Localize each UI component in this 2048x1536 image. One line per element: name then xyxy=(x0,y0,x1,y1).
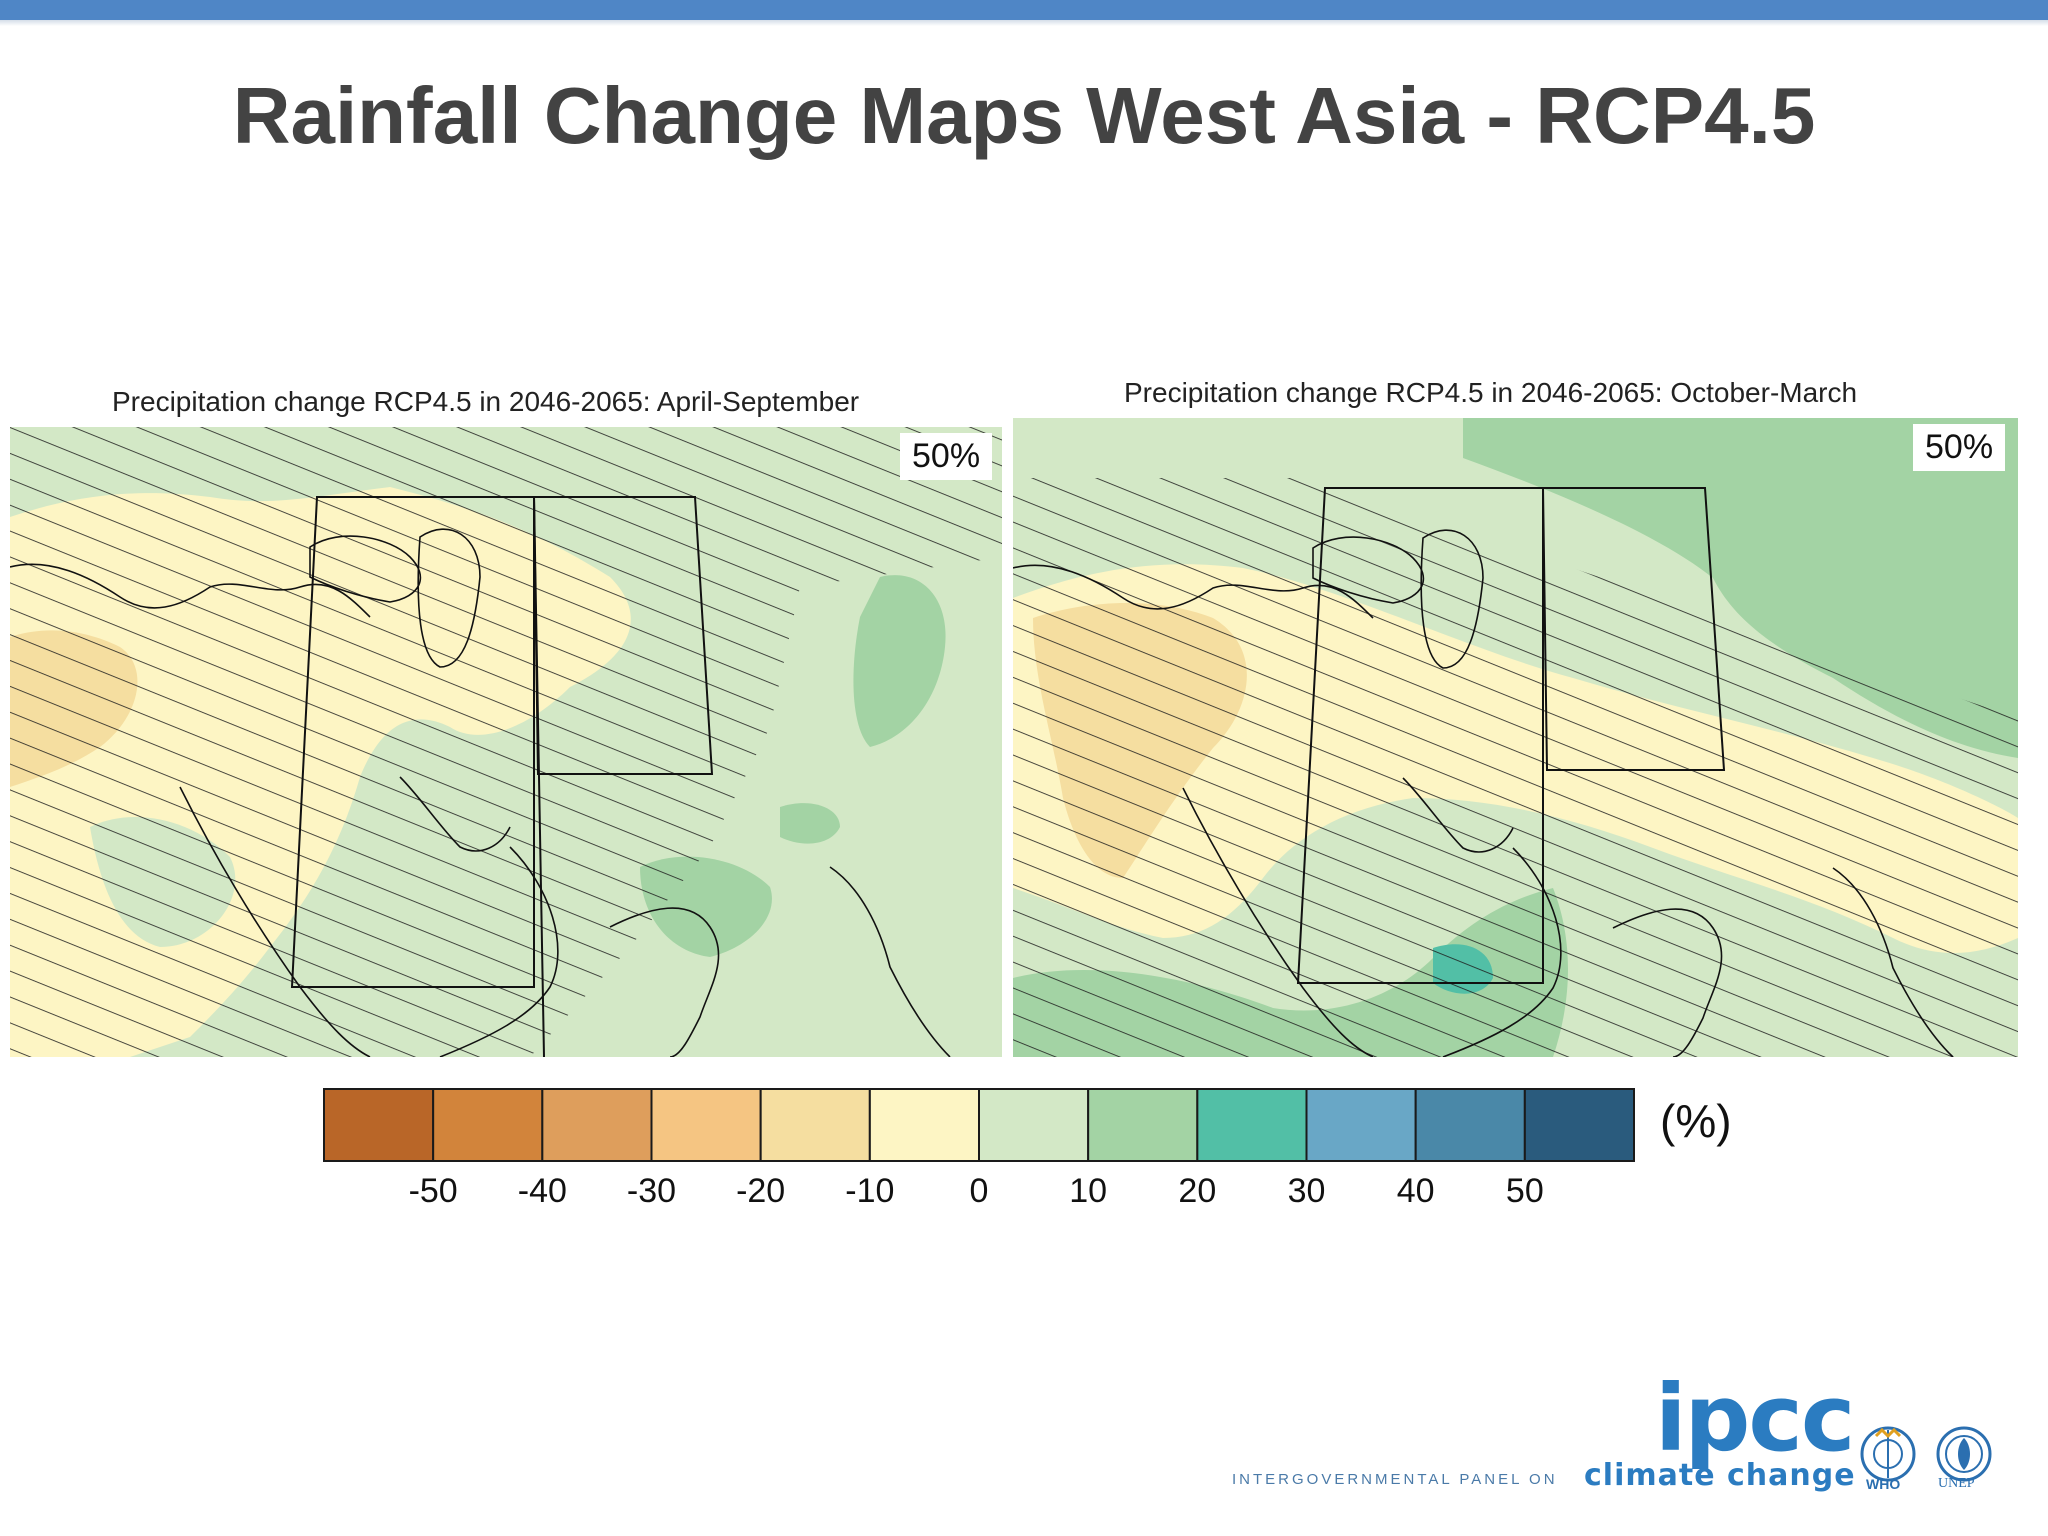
colorbar-swatch xyxy=(1305,1088,1417,1162)
coastline-arabian-sea xyxy=(439,846,559,1057)
map-title-april-september: Precipitation change RCP4.5 in 2046-2065… xyxy=(112,386,860,417)
coastline-india-west xyxy=(609,907,720,1057)
map-region-increase-small xyxy=(780,803,840,844)
region-box-west-asia xyxy=(290,496,535,988)
coastline-persian-gulf xyxy=(1402,777,1514,853)
colorbar-tick-label: -30 xyxy=(626,1172,677,1210)
coastline-india-east xyxy=(1832,867,1954,1057)
colorbar-swatch xyxy=(1087,1088,1199,1162)
region-box-central-asia xyxy=(1541,487,1726,771)
coastline-india-east xyxy=(829,866,951,1057)
colorbar-tick-label: -40 xyxy=(517,1172,567,1210)
unep-label: UNEP xyxy=(1938,1476,1975,1491)
top-accent-shadow xyxy=(0,20,2048,26)
colorbar-tick-label: 40 xyxy=(1396,1172,1435,1210)
ipcc-tagline-left: INTERGOVERNMENTAL PANEL ON xyxy=(1232,1471,1558,1488)
colorbar-swatch xyxy=(1196,1088,1308,1162)
percentile-badge: 50% xyxy=(900,433,993,480)
colorbar-swatch xyxy=(978,1088,1090,1162)
ipcc-tagline-right: climate change xyxy=(1584,1458,1856,1493)
coastline-india-west xyxy=(1612,908,1723,1057)
colorbar-swatch xyxy=(432,1088,544,1162)
colorbar-unit: (%) xyxy=(1660,1095,1732,1147)
colorbar-tick-label: 10 xyxy=(1069,1172,1108,1210)
region-box-central-asia xyxy=(532,496,714,775)
top-accent-bar xyxy=(0,0,2048,20)
coastline-caspian-sea xyxy=(417,528,481,668)
colorbar-tick-label: 30 xyxy=(1287,1172,1326,1210)
map-april-september: 50% xyxy=(10,427,1002,1057)
colorbar-swatch xyxy=(541,1088,653,1162)
map-title-october-march: Precipitation change RCP4.5 in 2046-2065… xyxy=(1124,377,1858,408)
ipcc-logo: ipcc xyxy=(1655,1365,1855,1472)
colorbar-tick-label: 20 xyxy=(1178,1172,1217,1210)
colorbar-tick-label: 50 xyxy=(1505,1172,1544,1210)
who-label: WHO xyxy=(1866,1476,1901,1492)
colorbar-swatch xyxy=(1523,1088,1636,1162)
who-emblem-icon xyxy=(1860,1426,1916,1482)
map-october-march: 50% xyxy=(1013,418,2018,1057)
colorbar-swatch xyxy=(759,1088,871,1162)
colorbar-swatch xyxy=(650,1088,762,1162)
region-box-west-asia xyxy=(1296,487,1544,984)
colorbar-tick-label: -10 xyxy=(845,1172,895,1210)
coastline-mediterranean xyxy=(10,563,371,618)
colorbar-tick-label: -20 xyxy=(736,1172,786,1210)
coastline-red-sea xyxy=(1182,787,1374,1057)
colorbar-tick-label: 0 xyxy=(969,1172,989,1210)
colorbar-tick-label: -50 xyxy=(408,1172,458,1210)
coastline-caspian-sea xyxy=(1420,529,1484,669)
slide-title: Rainfall Change Maps West Asia - RCP4.5 xyxy=(232,71,1816,160)
coastline-red-sea xyxy=(179,786,371,1057)
coastline-persian-gulf xyxy=(399,776,511,852)
map-region-increase-north-east xyxy=(853,575,946,747)
coastline-mediterranean xyxy=(1013,564,1374,619)
colorbar-swatch xyxy=(323,1088,435,1162)
colorbar xyxy=(323,1088,1636,1167)
colorbar-swatch xyxy=(868,1088,980,1162)
percentile-badge: 50% xyxy=(1913,424,2006,471)
unep-emblem-icon xyxy=(1936,1426,1992,1482)
colorbar-swatch xyxy=(1414,1088,1526,1162)
